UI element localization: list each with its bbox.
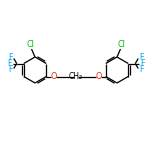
Text: F: F xyxy=(8,54,12,62)
Text: O: O xyxy=(50,72,56,81)
Text: F: F xyxy=(7,59,12,68)
Text: F: F xyxy=(8,64,12,74)
Text: F: F xyxy=(140,59,145,68)
Text: Cl: Cl xyxy=(117,40,125,49)
Text: F: F xyxy=(140,54,144,62)
Text: F: F xyxy=(140,64,144,74)
Text: O: O xyxy=(96,72,102,81)
Text: CH₂: CH₂ xyxy=(69,72,83,81)
Text: Cl: Cl xyxy=(27,40,35,49)
